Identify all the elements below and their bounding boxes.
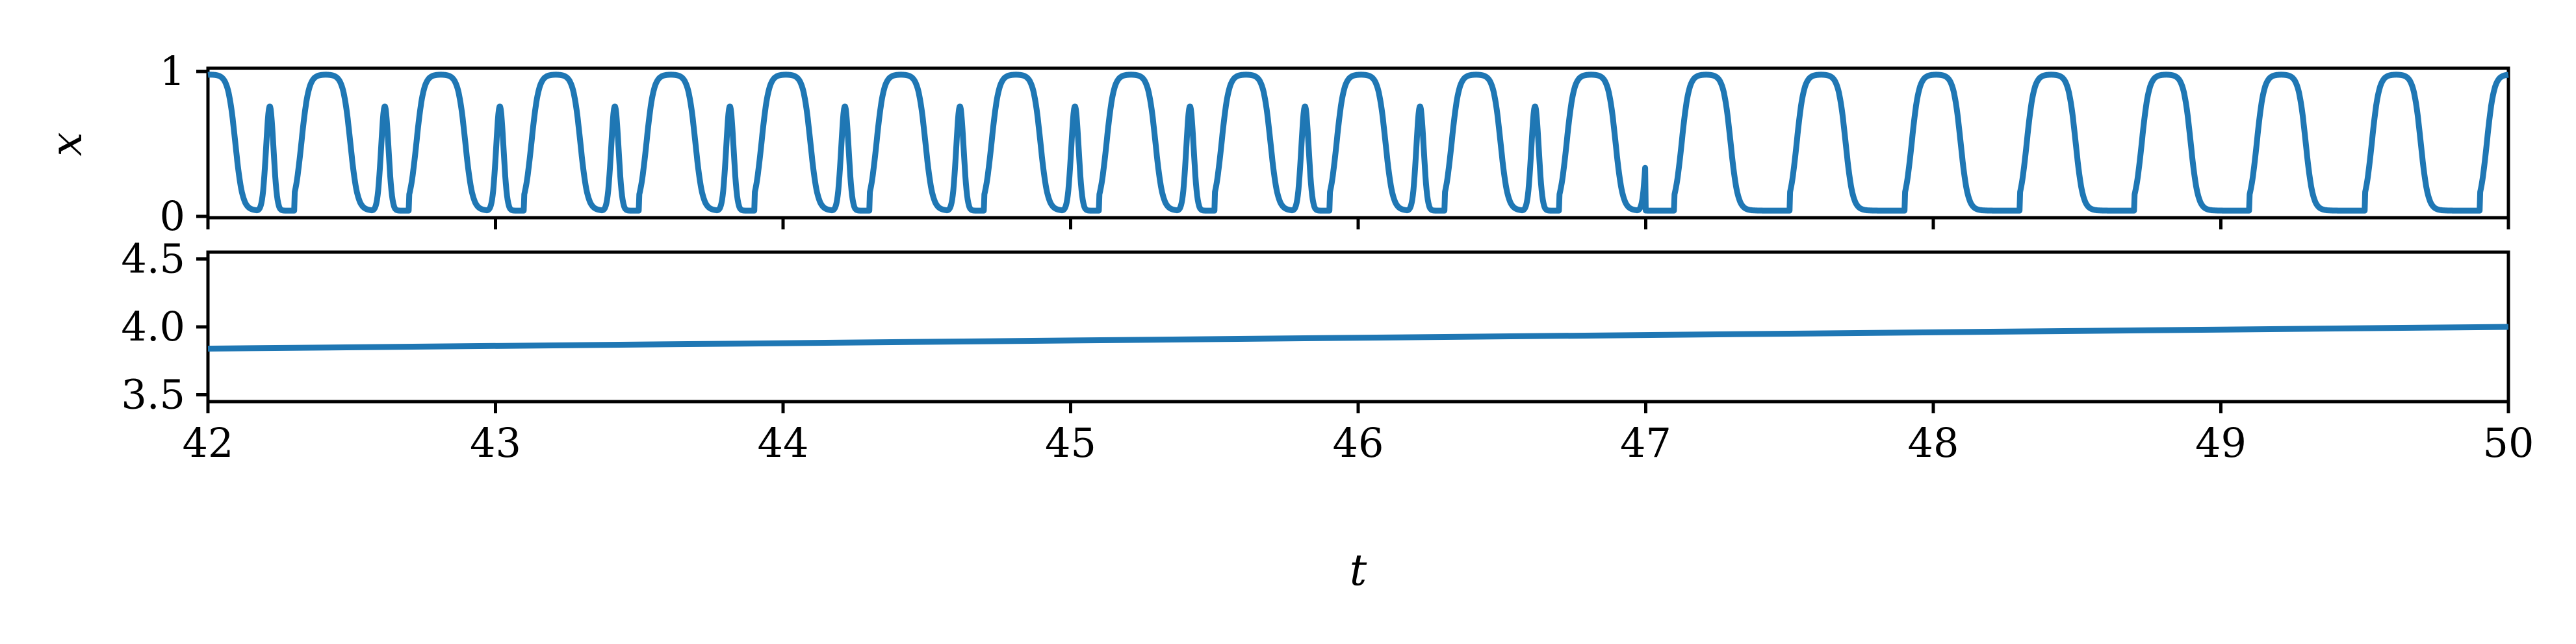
bottom-x-tick-label: 48: [1908, 419, 1959, 467]
top-panel: 01 x: [42, 47, 2511, 240]
bottom-panel: 3.5 4.0 4.5 42 43 44 45 46 47 48 49 50 t: [121, 235, 2534, 595]
bottom-x-tick-label: 43: [470, 419, 521, 467]
bottom-x-tick-label: 46: [1333, 419, 1384, 467]
top-x-ticks: [206, 218, 2510, 229]
bottom-y-tick-label: 4.5: [121, 235, 185, 282]
bottom-x-tick-label: 42: [183, 419, 234, 467]
bottom-series-line: [207, 324, 2509, 352]
bottom-x-tick-label: 45: [1045, 419, 1096, 467]
top-series-line: [205, 71, 2511, 214]
bottom-x-axis-label: t: [1350, 545, 1367, 595]
bottom-y-tick-label: 4.0: [121, 303, 185, 350]
top-panel-frame: [206, 66, 2510, 220]
top-y-tick-label: 0: [160, 192, 185, 240]
top-y-ticks: 01: [160, 47, 208, 240]
bottom-x-tick-label: 47: [1620, 419, 1671, 467]
bottom-panel-frame: [206, 250, 2510, 404]
bottom-x-tick-label: 44: [758, 419, 809, 467]
bottom-y-ticks: 3.5 4.0 4.5: [121, 235, 208, 419]
bottom-y-tick-label: 3.5: [121, 371, 185, 419]
bottom-x-tick-label: 49: [2195, 419, 2247, 467]
bottom-x-ticks: 42 43 44 45 46 47 48 49 50: [183, 402, 2534, 467]
top-y-tick-label: 1: [160, 47, 185, 95]
bottom-x-tick-label: 50: [2483, 419, 2534, 467]
top-y-axis-label: x: [42, 132, 92, 156]
